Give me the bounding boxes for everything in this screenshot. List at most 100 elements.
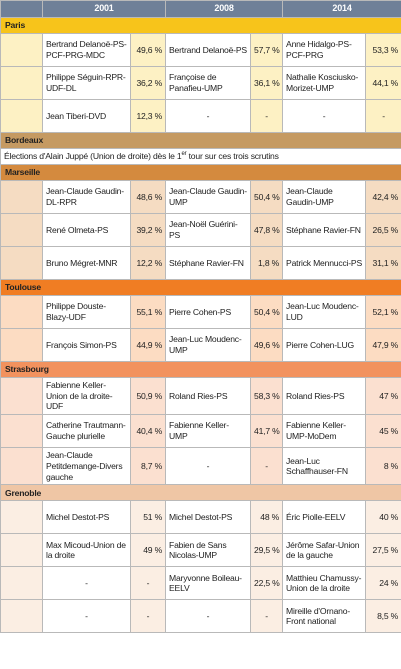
- percentage: 52,1 %: [365, 295, 401, 329]
- candidate: Jean-Luc Moudenc-LUD: [282, 295, 367, 329]
- row-spacer: [0, 500, 43, 535]
- candidate-row: Max Micoud-Union de la droite 49 % Fabien …: [0, 533, 401, 568]
- percentage: 53,3 %: [365, 33, 401, 67]
- candidate: René Olmeta-PS: [42, 213, 131, 247]
- candidate: François Simon-PS: [42, 328, 131, 362]
- candidate: Fabien de Sans Nicolas-UMP: [165, 533, 252, 568]
- candidate: Philippe Séguin-RPR-UDF-DL: [42, 66, 131, 100]
- row-spacer: [0, 414, 43, 449]
- candidate: Pierre Cohen-LUG: [282, 328, 367, 362]
- candidate: -: [42, 566, 131, 601]
- candidate: Stéphane Ravier-FN: [165, 246, 252, 280]
- candidate: -: [165, 599, 252, 634]
- percentage: 1,8 %: [250, 246, 284, 280]
- city-name: Toulouse: [0, 279, 401, 296]
- candidate: Fabienne Keller-UMP-MoDem: [282, 414, 367, 449]
- header-row: 2001 2008 2014: [0, 0, 401, 18]
- candidate-row: Jean Tiberi-DVD 12,3 % - - - -: [0, 99, 401, 133]
- percentage: 26,5 %: [365, 213, 401, 247]
- percentage: 49,6 %: [250, 328, 284, 362]
- percentage: 47 %: [365, 376, 401, 416]
- year-header: 2014: [282, 0, 401, 18]
- note: Élections d'Alain Juppé (Union de droite…: [0, 148, 401, 165]
- note-sup: er: [181, 151, 187, 158]
- city-name: Marseille: [0, 164, 401, 181]
- percentage: 48 %: [250, 500, 284, 535]
- candidate: Patrick Mennucci-PS: [282, 246, 367, 280]
- candidate: Bertrand Delanoë-PS: [165, 33, 252, 67]
- city-section: Bordeaux Élections d'Alain Juppé (Union d…: [0, 132, 401, 165]
- city-name: Grenoble: [0, 484, 401, 502]
- candidate: Stéphane Ravier-FN: [282, 213, 367, 247]
- candidate: Éric Piolle-EELV: [282, 500, 367, 535]
- city-name: Paris: [0, 17, 401, 34]
- note-row: Élections d'Alain Juppé (Union de droite…: [0, 148, 401, 165]
- city-name: Strasbourg: [0, 361, 401, 378]
- candidate: Jean-Claude Gaudin-DL-RPR: [42, 180, 131, 214]
- city-section: Strasbourg Fabienne Keller-Union de la dr…: [0, 361, 401, 486]
- percentage: 8 %: [365, 447, 401, 486]
- candidate-row: Bertrand Delanoë-PS-PCF-PRG-MDC 49,6 % Ber…: [0, 33, 401, 67]
- percentage: 12,2 %: [129, 246, 167, 280]
- note-text: tour sur ces trois scrutins: [186, 151, 279, 162]
- percentage: 49,6 %: [129, 33, 167, 67]
- percentage: 12,3 %: [129, 99, 167, 133]
- percentage: 44,1 %: [365, 66, 401, 100]
- candidate: -: [165, 447, 252, 486]
- percentage: -: [129, 599, 167, 634]
- candidate-row: Catherine Trautmann-Gauche plurielle 40,4…: [0, 414, 401, 449]
- year-header: 2001: [41, 0, 167, 18]
- percentage: 57,7 %: [250, 33, 284, 67]
- city-section: Grenoble Michel Destot-PS 51 % Michel Desto…: [0, 484, 401, 634]
- percentage: 48,6 %: [129, 180, 167, 214]
- candidate: Pierre Cohen-PS: [165, 295, 252, 329]
- percentage: 49 %: [129, 533, 167, 568]
- candidate: Max Micoud-Union de la droite: [42, 533, 131, 568]
- year-header: 2008: [165, 0, 284, 18]
- row-spacer: [0, 533, 43, 568]
- candidate: Mireille d'Ornano-Front national: [282, 599, 367, 634]
- candidate: Bertrand Delanoë-PS-PCF-PRG-MDC: [42, 33, 131, 67]
- percentage: 50,9 %: [129, 376, 167, 416]
- city-section: Paris Bertrand Delanoë-PS-PCF-PRG-MDC 49,6…: [0, 17, 401, 133]
- candidate-row: Fabienne Keller-Union de la droite-UDF 50…: [0, 376, 401, 416]
- header-blank: [0, 0, 43, 18]
- percentage: 39,2 %: [129, 213, 167, 247]
- candidate: Fabienne Keller-UMP: [165, 414, 252, 449]
- city-name: Bordeaux: [0, 132, 401, 149]
- candidate: Jean-Luc Schaffhauser-FN: [282, 447, 367, 486]
- candidate-row: - - Maryvonne Boileau-EELV 22,5 % Matthieu C…: [0, 566, 401, 601]
- candidate-row: Jean-Claude Gaudin-DL-RPR 48,6 % Jean-Clau…: [0, 180, 401, 214]
- percentage: 44,9 %: [129, 328, 167, 362]
- candidate: Roland Ries-PS: [165, 376, 252, 416]
- row-spacer: [0, 566, 43, 601]
- city-row: Grenoble: [0, 484, 401, 502]
- candidate: Jean-Luc Moudenc-UMP: [165, 328, 252, 362]
- percentage: 36,1 %: [250, 66, 284, 100]
- percentage: 42,4 %: [365, 180, 401, 214]
- note-text: Élections d'Alain Juppé (Union de droite…: [4, 151, 182, 162]
- candidate: -: [165, 99, 252, 133]
- percentage: 27,5 %: [365, 533, 401, 568]
- percentage: 58,3 %: [250, 376, 284, 416]
- percentage: 40 %: [365, 500, 401, 535]
- candidate-row: René Olmeta-PS 39,2 % Jean-Noël Guérini-PS…: [0, 213, 401, 247]
- percentage: -: [365, 99, 401, 133]
- row-spacer: [0, 33, 43, 67]
- candidate: Jean-Claude Gaudin-UMP: [282, 180, 367, 214]
- candidate: Catherine Trautmann-Gauche plurielle: [42, 414, 131, 449]
- percentage: 50,4 %: [250, 180, 284, 214]
- candidate-row: - - - - Mireille d'Ornano-Front national 8,5 …: [0, 599, 401, 634]
- candidate: Maryvonne Boileau-EELV: [165, 566, 252, 601]
- percentage: 47,8 %: [250, 213, 284, 247]
- candidate: Anne Hidalgo-PS-PCF-PRG: [282, 33, 367, 67]
- percentage: -: [129, 566, 167, 601]
- candidate: Jean-Claude Petitdemange-Divers gauche: [42, 447, 131, 486]
- candidate-row: Philippe Douste-Blazy-UDF 55,1 % Pierre Co…: [0, 295, 401, 329]
- candidate: Michel Destot-PS: [165, 500, 252, 535]
- candidate: -: [42, 599, 131, 634]
- row-spacer: [0, 246, 43, 280]
- candidate: Matthieu Chamussy-Union de la droite: [282, 566, 367, 601]
- percentage: 51 %: [129, 500, 167, 535]
